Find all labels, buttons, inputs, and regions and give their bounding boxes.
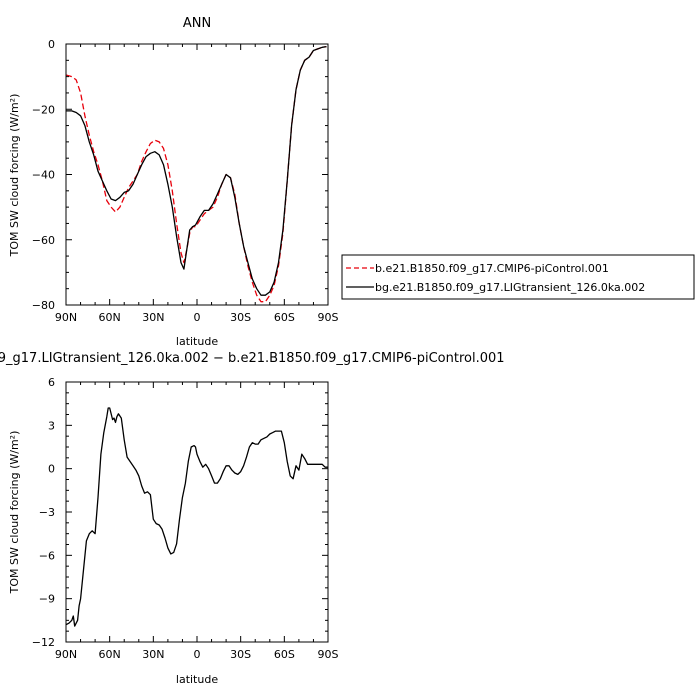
top-plot-ticks: 90N 60N 30N 0 30S 60S 90S 0 −20 −40 −60 −80	[32, 38, 339, 324]
x-tick-label: 60S	[274, 311, 295, 324]
x-tick-label: 30S	[230, 648, 251, 661]
x-tick-label: 90N	[55, 648, 77, 661]
x-tick-label: 90S	[318, 311, 339, 324]
legend-label-ligtransient: bg.e21.B1850.f09_g17.LIGtransient_126.0k…	[375, 281, 645, 294]
x-tick-label: 60N	[99, 648, 121, 661]
y-tick-label: −6	[39, 549, 55, 562]
y-tick-label: −80	[32, 299, 55, 312]
y-tick-label: −9	[39, 593, 55, 606]
x-tick-label: 0	[194, 648, 201, 661]
y-tick-label: −20	[32, 103, 55, 116]
bottom-plot-frame	[65, 381, 329, 643]
bottom-plot-ticks: 90N 60N 30N 0 30S 60S 90S 6 3 0 −3 −6 −9 −12	[32, 376, 339, 661]
x-tick-label: 90S	[318, 648, 339, 661]
legend: b.e21.B1850.f09_g17.CMIP6-piControl.001 …	[341, 254, 695, 300]
y-tick-label: 0	[48, 38, 55, 51]
bottom-plot-marks	[65, 407, 328, 627]
x-tick-label: 30N	[142, 311, 164, 324]
legend-box	[341, 254, 695, 300]
bottom-y-axis-label: TOM SW cloud forcing (W/m²)	[8, 431, 21, 595]
top-plot-title: ANN	[183, 16, 211, 31]
y-tick-label: −40	[32, 169, 55, 182]
top-x-axis-label: latitude	[176, 335, 218, 348]
top-y-axis-label: TOM SW cloud forcing (W/m²)	[8, 94, 21, 258]
bottom-x-axis-label: latitude	[176, 673, 218, 686]
bottom-plot-title: bg.e21.B1850.f09_g17.LIGtransient_126.0k…	[0, 351, 505, 366]
x-tick-label: 60S	[274, 648, 295, 661]
y-tick-label: −60	[32, 234, 55, 247]
x-tick-label: 30N	[142, 648, 164, 661]
y-tick-label: 0	[48, 463, 55, 476]
top-plot-marks	[65, 45, 327, 303]
y-tick-label: −3	[39, 506, 55, 519]
x-tick-label: 0	[194, 311, 201, 324]
y-tick-label: 6	[48, 376, 55, 389]
series-line-bg-e21-b1850-f09-g17-ligtransient-126-0ka-002	[66, 45, 327, 296]
y-tick-label: 3	[48, 419, 55, 432]
difference-panel: bg.e21.B1850.f09_g17.LIGtransient_126.0k…	[0, 351, 505, 686]
legend-label-control: b.e21.B1850.f09_g17.CMIP6-piControl.001	[375, 262, 609, 275]
y-tick-label: −12	[32, 636, 55, 649]
x-tick-label: 60N	[99, 311, 121, 324]
top-plot-frame	[65, 43, 329, 306]
x-tick-label: 90N	[55, 311, 77, 324]
x-tick-label: 30S	[230, 311, 251, 324]
mean-panel: ANN 90N 60N 30N 0 30S 60S 90S 0 −20 −40 −60 −80 lat…	[8, 16, 339, 348]
series-line-panel2-0	[65, 407, 328, 627]
